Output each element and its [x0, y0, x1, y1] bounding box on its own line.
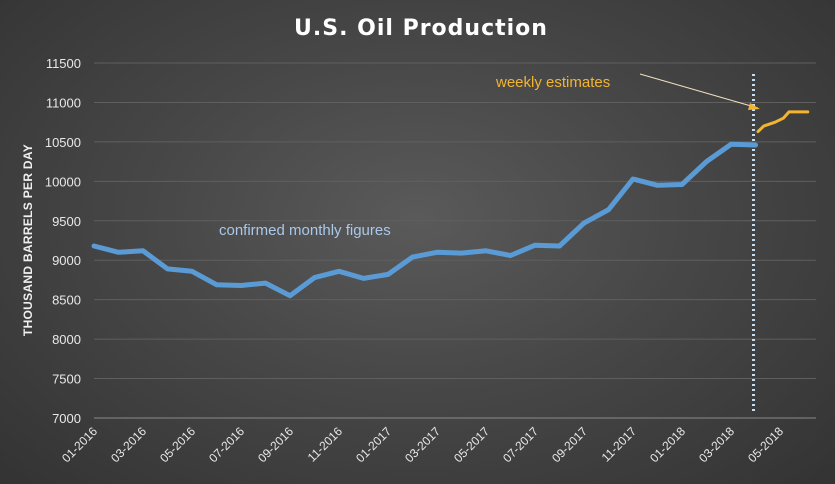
x-tick-label: 01-2018: [647, 424, 688, 465]
x-tick-label: 11-2016: [305, 424, 346, 465]
x-tick-label: 07-2017: [500, 424, 541, 465]
y-tick-label: 11000: [46, 95, 81, 110]
series-lines: [91, 110, 810, 299]
x-tick-label: 11-2017: [599, 424, 640, 465]
monthly-series-line: [91, 141, 758, 299]
y-axis-tick-labels: 7000 7500 8000 8500 9000 9500 10000 10500 11000 1…: [45, 56, 81, 426]
x-tick-label: 03-2017: [402, 424, 443, 465]
weekly-estimates-annotation: weekly estimates: [495, 74, 610, 91]
y-tick-label: 7500: [52, 372, 81, 387]
chart-title: U.S. Oil Production: [294, 16, 548, 41]
y-tick-label: 8500: [52, 293, 81, 308]
x-tick-label: 03-2016: [108, 424, 149, 465]
x-axis-tick-labels: 01-2016 03-2016 05-2016 07-2016 09-2016 11-20…: [59, 424, 786, 465]
x-tick-label: 03-2018: [696, 424, 737, 465]
y-tick-label: 9500: [52, 214, 81, 229]
x-tick-label: 09-2017: [549, 424, 590, 465]
x-tick-label: 05-2017: [451, 424, 492, 465]
x-tick-label: 05-2018: [745, 424, 786, 465]
y-axis-label: THOUSAND BARRELS PER DAY: [21, 144, 35, 336]
y-tick-label: 10500: [45, 135, 81, 150]
weekly-estimates-arrow-head: [748, 103, 760, 110]
x-tick-label: 07-2016: [206, 424, 247, 465]
gridlines: [94, 62, 816, 419]
x-tick-label: 05-2016: [157, 424, 198, 465]
y-tick-label: 11500: [46, 56, 81, 71]
weekly-series-line: [756, 110, 810, 134]
x-tick-label: 01-2016: [59, 424, 100, 465]
y-tick-label: 9000: [52, 253, 81, 268]
monthly-figures-annotation: confirmed monthly figures: [219, 222, 391, 239]
y-tick-label: 8000: [52, 332, 81, 347]
x-tick-label: 09-2016: [255, 424, 296, 465]
y-tick-label: 10000: [45, 174, 81, 189]
weekly-estimates-arrow: [639, 73, 759, 109]
y-tick-label: 7000: [52, 411, 81, 426]
x-tick-label: 01-2017: [353, 424, 394, 465]
